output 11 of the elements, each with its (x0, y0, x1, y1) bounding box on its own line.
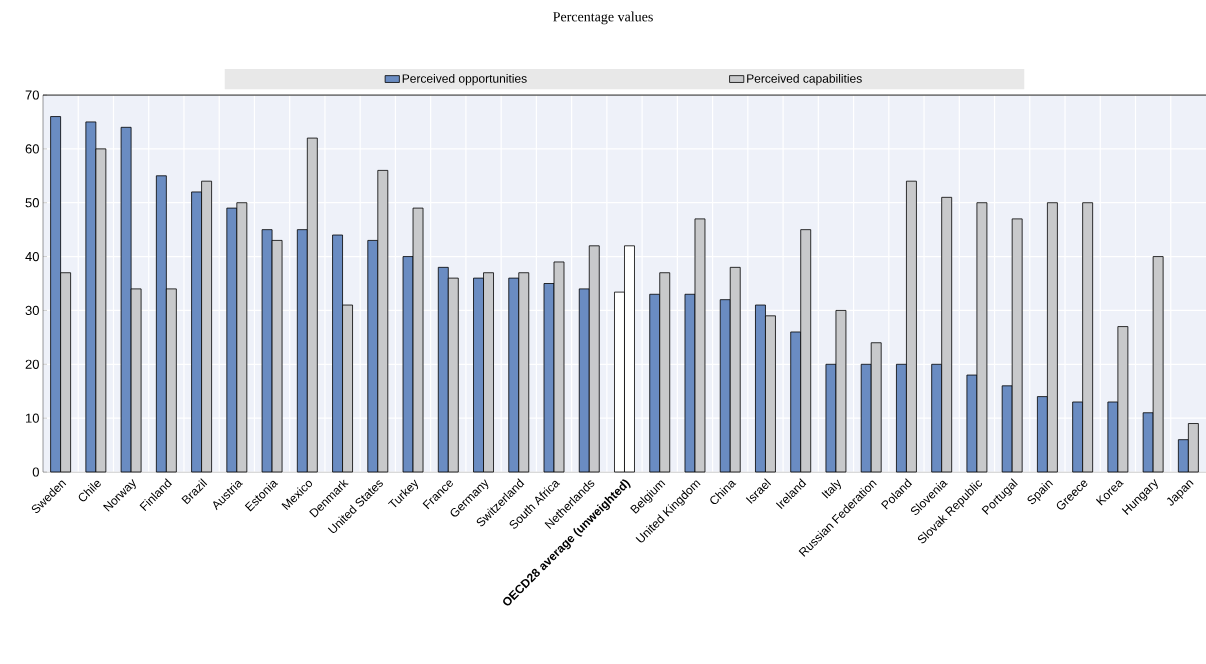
legend-label: Perceived capabilities (747, 73, 862, 86)
legend-label: Perceived opportunities (402, 73, 527, 86)
y-tick-label: 70 (25, 90, 39, 100)
y-tick-label: 30 (25, 305, 39, 316)
y-tick-label: 0 (32, 467, 39, 477)
y-tick-label: 50 (25, 198, 39, 208)
y-tick-label: 10 (26, 413, 39, 423)
y-tick-label: 20 (25, 359, 39, 369)
y-tick-label: 40 (25, 251, 39, 262)
y-tick-label: 60 (25, 144, 39, 154)
chart-title: Percentage values (553, 11, 653, 25)
